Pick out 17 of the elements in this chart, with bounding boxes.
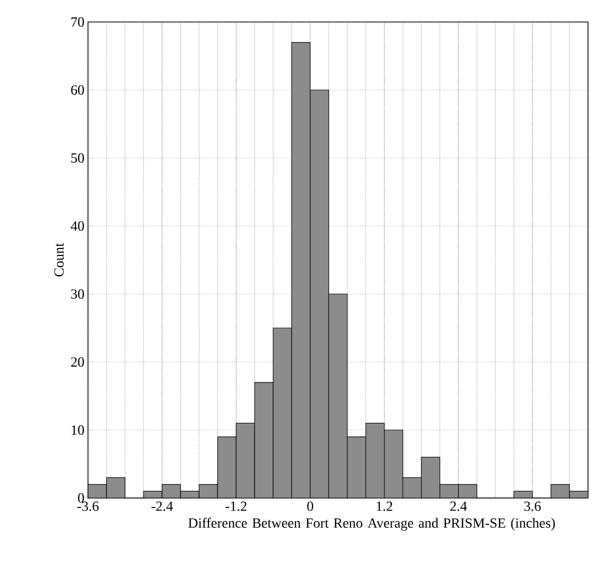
y-tick-label: 0 <box>78 493 84 503</box>
y-tick-label: 50 <box>71 153 84 163</box>
x-tick-label: 3.6 <box>524 502 541 511</box>
x-tick-label: 1.2 <box>376 502 392 511</box>
y-tick-label: 40 <box>70 221 84 231</box>
y-axis-title: Count <box>54 243 64 276</box>
y-tick-label: 70 <box>71 17 84 27</box>
x-tick-label: -3.6 <box>77 502 99 511</box>
x-axis-title: Difference Between Fort Reno Average and PRISM-SE (inches) <box>188 518 555 531</box>
y-tick-label: 60 <box>71 85 84 95</box>
x-tick-label: 0 <box>307 502 314 511</box>
x-tick-label: 2.4 <box>450 502 467 511</box>
y-tick-label: 30 <box>71 289 84 299</box>
x-tick-label: -1.2 <box>226 502 246 511</box>
y-tick-label: 20 <box>71 357 84 367</box>
x-tick-label: -2.4 <box>152 502 173 511</box>
y-tick-label: 10 <box>72 425 84 435</box>
